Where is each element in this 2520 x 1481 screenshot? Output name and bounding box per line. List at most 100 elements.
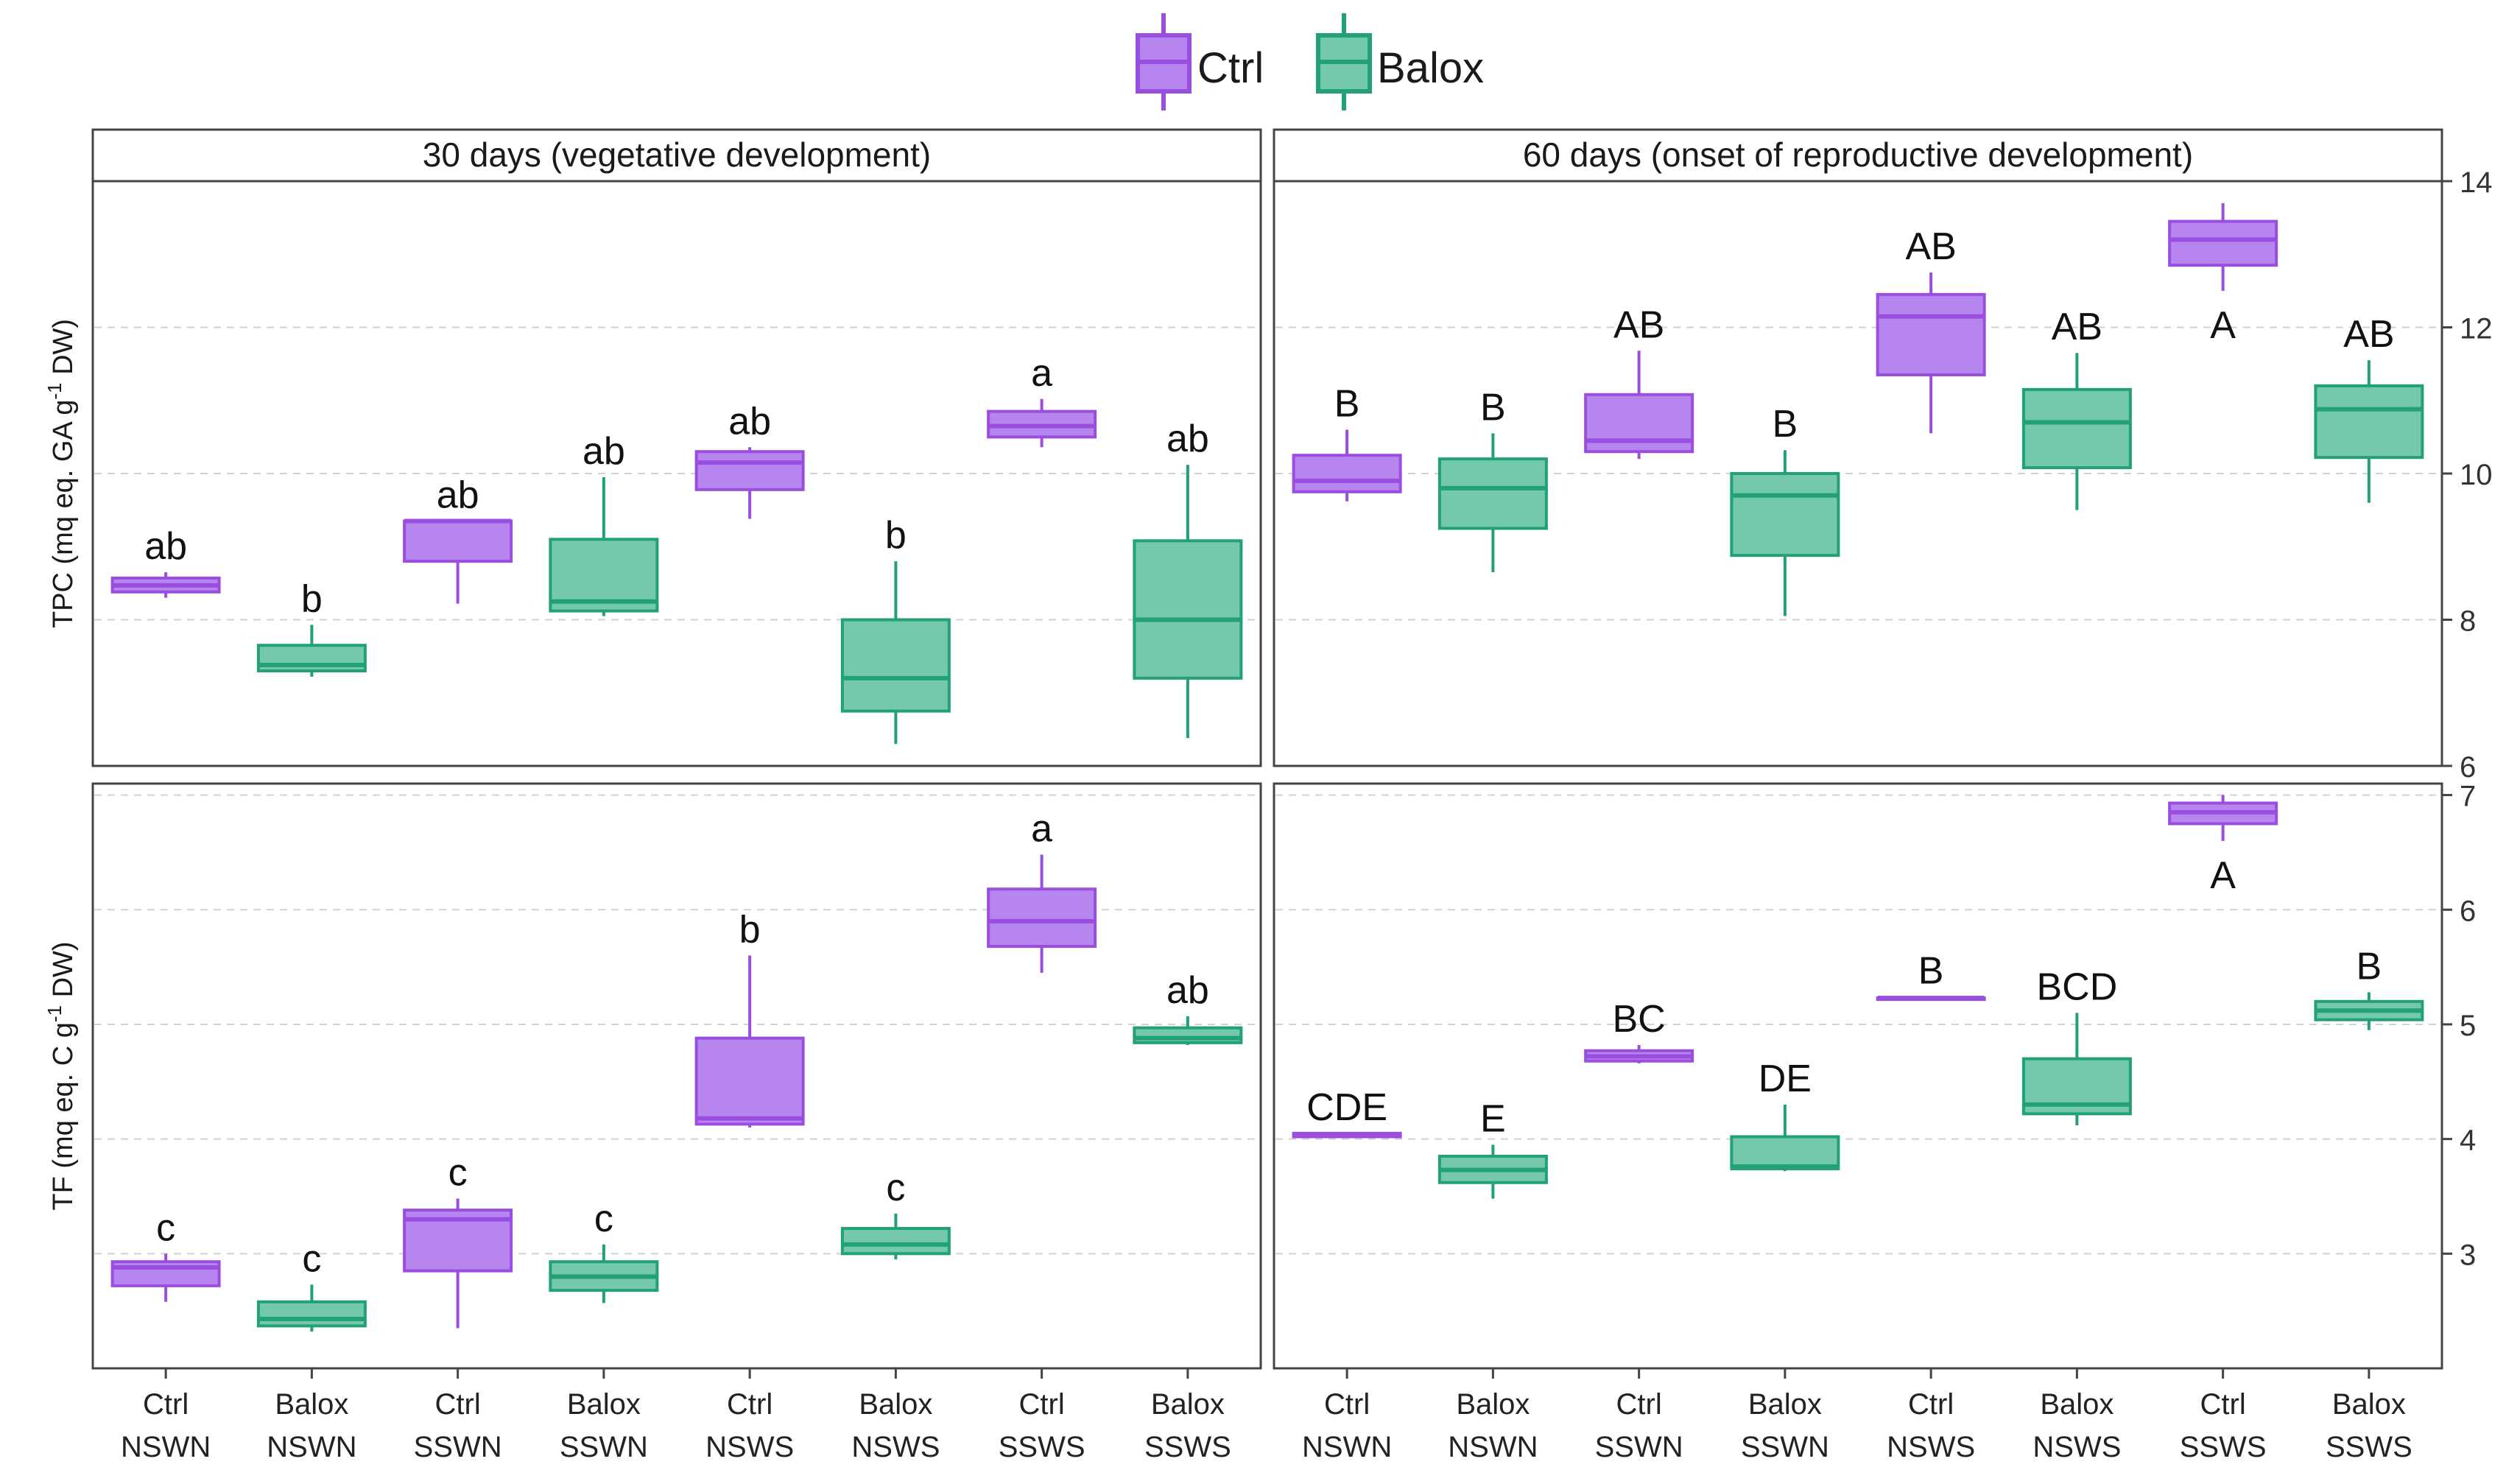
x-tick-label: NSWS — [851, 1431, 940, 1463]
box-body — [1133, 1026, 1243, 1044]
box-body — [840, 1227, 951, 1256]
significance-label: CDE — [1306, 1086, 1387, 1129]
x-tick-label: SSWN — [1741, 1431, 1829, 1463]
box-body — [1133, 539, 1243, 680]
box-body — [1437, 457, 1548, 530]
box-balox-nsws: b — [840, 514, 951, 745]
significance-label: a — [1031, 808, 1052, 851]
x-tick-label: NSWS — [2032, 1431, 2121, 1463]
box-balox-sswn: DE — [1730, 1058, 1840, 1172]
box-body — [694, 1036, 805, 1126]
box-ctrl-nsws: ab — [694, 400, 805, 519]
box-ctrl-sswn: c — [403, 1152, 513, 1329]
significance-label: ab — [144, 525, 187, 568]
box-ctrl-ssws: A — [2168, 203, 2278, 347]
significance-label: b — [739, 909, 761, 951]
x-tick-label: Ctrl — [1616, 1388, 1662, 1421]
x-tick-label: SSWS — [999, 1431, 1085, 1463]
box-balox-sswn: ab — [549, 430, 659, 616]
y-tick-label: 8 — [2460, 605, 2476, 638]
box-balox-nswn: c — [256, 1237, 367, 1332]
box-balox-nswn: E — [1437, 1097, 1548, 1199]
x-tick-label: NSWN — [267, 1431, 356, 1463]
significance-label: AB — [2343, 313, 2394, 356]
x-tick-label: Ctrl — [143, 1388, 189, 1421]
x-tick-label: NSWN — [1448, 1431, 1538, 1463]
significance-label: B — [1773, 403, 1798, 446]
column-title: 30 days (vegetative development) — [423, 136, 931, 174]
significance-label: A — [2210, 304, 2236, 347]
significance-label: c — [448, 1152, 468, 1195]
box-ctrl-nswn: B — [1292, 382, 1402, 502]
significance-label: ab — [1166, 969, 1209, 1012]
x-tick-label: SSWS — [1144, 1431, 1231, 1463]
box-balox-nsws: c — [840, 1167, 951, 1260]
box-balox-sswn: c — [549, 1197, 659, 1304]
legend-balox-swatch — [1316, 13, 1372, 110]
box-ctrl-nswn: c — [110, 1206, 221, 1302]
y-tick-label: 6 — [2460, 751, 2476, 784]
box-body — [987, 887, 1097, 949]
box-ctrl-ssws: a — [987, 352, 1097, 448]
y-tick-label: 5 — [2460, 1010, 2476, 1042]
box-ctrl-sswn: ab — [403, 474, 513, 604]
y-tick-label: 6 — [2460, 895, 2476, 927]
box-body — [694, 450, 805, 491]
x-tick-label: Balox — [1456, 1388, 1530, 1421]
significance-label: b — [885, 514, 907, 557]
box-ctrl-nsws: B — [1876, 950, 1986, 1002]
box-body — [549, 538, 659, 613]
y-tick-label: 12 — [2460, 313, 2493, 345]
x-tick-label: NSWS — [1887, 1431, 1975, 1463]
x-tick-label: SSWN — [560, 1431, 648, 1463]
box-body — [1730, 1135, 1840, 1171]
x-tick-label: Balox — [275, 1388, 348, 1421]
panel-frame — [91, 782, 1262, 1370]
y-tick-label: 14 — [2460, 166, 2493, 199]
box-body — [1292, 454, 1402, 493]
box-body — [1584, 393, 1694, 454]
box-body — [256, 1300, 367, 1328]
x-tick-label: Balox — [2040, 1388, 2114, 1421]
box-ctrl-sswn: BC — [1584, 998, 1694, 1063]
box-ctrl-nsws: AB — [1876, 225, 1986, 434]
significance-label: c — [886, 1167, 905, 1209]
significance-label: A — [2210, 854, 2236, 897]
box-body — [403, 519, 513, 563]
legend-ctrl-swatch — [1136, 13, 1192, 110]
significance-label: B — [1480, 386, 1506, 429]
y-axis-label: TPC (mq eq. GA g-1 DW) — [43, 319, 79, 628]
x-tick-label: SSWN — [1595, 1431, 1683, 1463]
panel: B B AB B AB AB A AB — [1273, 180, 2443, 767]
significance-label: AB — [1613, 303, 1664, 346]
legend: Ctrl Balox — [1136, 13, 1484, 110]
significance-label: AB — [1905, 225, 1956, 268]
x-tick-label: Ctrl — [1908, 1388, 1954, 1421]
box-balox-ssws: ab — [1133, 418, 1243, 739]
box-ctrl-nswn: CDE — [1292, 1086, 1402, 1139]
significance-label: ab — [1166, 418, 1209, 460]
panel: c c c c b c a ab — [91, 782, 1262, 1370]
y-tick-label: 4 — [2460, 1125, 2476, 1157]
box-ctrl-ssws: A — [2168, 795, 2278, 897]
x-tick-label: SSWS — [2180, 1431, 2267, 1463]
box-body — [2021, 387, 2132, 470]
x-tick-label: Ctrl — [2200, 1388, 2246, 1421]
box-ctrl-nsws: b — [694, 909, 805, 1128]
x-tick-label: SSWS — [2326, 1431, 2412, 1463]
significance-label: B — [2357, 945, 2382, 988]
x-tick-label: Balox — [1748, 1388, 1822, 1421]
significance-label: E — [1480, 1097, 1506, 1140]
box-balox-nswn: b — [256, 577, 367, 677]
box-balox-ssws: ab — [1133, 969, 1243, 1045]
box-balox-nsws: AB — [2021, 306, 2132, 510]
box-ctrl-sswn: AB — [1584, 303, 1694, 460]
panel-frame — [1273, 782, 2443, 1370]
panel: ab b ab ab ab b a ab — [91, 180, 1262, 767]
significance-label: BC — [1613, 998, 1666, 1041]
panel: CDE E BC DE B BCD A B — [1273, 782, 2443, 1370]
box-ctrl-ssws: a — [987, 808, 1097, 973]
x-tick-label: NSWN — [121, 1431, 211, 1463]
x-tick-label: NSWS — [705, 1431, 794, 1463]
